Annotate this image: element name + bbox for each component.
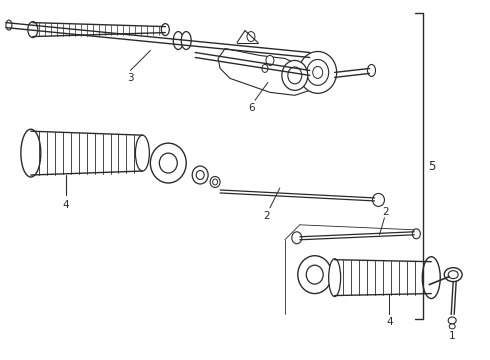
Ellipse shape (262, 64, 268, 72)
Ellipse shape (444, 268, 462, 282)
Ellipse shape (159, 153, 177, 173)
Ellipse shape (298, 256, 332, 293)
Text: 6: 6 (248, 103, 255, 113)
Ellipse shape (449, 324, 455, 329)
Ellipse shape (288, 67, 302, 84)
Text: 4: 4 (62, 200, 69, 210)
Ellipse shape (161, 24, 169, 36)
Ellipse shape (196, 171, 204, 180)
Ellipse shape (299, 51, 337, 93)
Ellipse shape (448, 271, 458, 279)
Ellipse shape (21, 129, 41, 177)
Ellipse shape (135, 135, 149, 171)
Ellipse shape (282, 60, 308, 90)
Text: 4: 4 (386, 318, 393, 328)
Ellipse shape (329, 259, 341, 297)
Ellipse shape (266, 55, 274, 66)
Ellipse shape (422, 257, 440, 298)
Ellipse shape (181, 32, 191, 50)
Ellipse shape (28, 22, 38, 37)
Text: 1: 1 (449, 332, 456, 341)
Text: 2: 2 (382, 207, 389, 217)
Ellipse shape (247, 32, 255, 41)
Ellipse shape (192, 166, 208, 184)
Ellipse shape (413, 229, 420, 239)
Ellipse shape (448, 317, 456, 324)
Ellipse shape (307, 59, 329, 85)
Ellipse shape (313, 67, 323, 78)
Ellipse shape (306, 265, 323, 284)
Text: 2: 2 (264, 211, 270, 221)
Ellipse shape (292, 232, 302, 244)
Text: 5: 5 (428, 159, 436, 172)
Text: 3: 3 (127, 73, 134, 84)
Ellipse shape (368, 64, 375, 76)
Ellipse shape (210, 176, 220, 188)
Ellipse shape (150, 143, 186, 183)
Ellipse shape (173, 32, 183, 50)
Ellipse shape (6, 20, 12, 30)
Ellipse shape (372, 193, 385, 206)
Ellipse shape (213, 179, 218, 185)
